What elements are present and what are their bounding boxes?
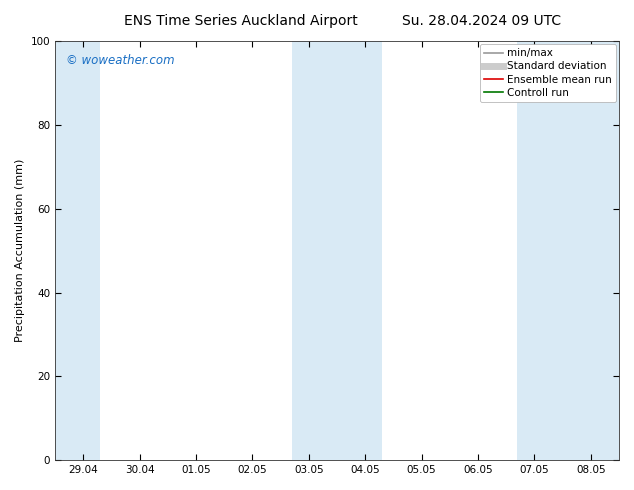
Legend: min/max, Standard deviation, Ensemble mean run, Controll run: min/max, Standard deviation, Ensemble me… — [480, 44, 616, 102]
Text: © woweather.com: © woweather.com — [67, 53, 175, 67]
Text: ENS Time Series Auckland Airport: ENS Time Series Auckland Airport — [124, 14, 358, 28]
Bar — [517, 41, 619, 460]
Text: Su. 28.04.2024 09 UTC: Su. 28.04.2024 09 UTC — [403, 14, 561, 28]
Bar — [55, 41, 100, 460]
Y-axis label: Precipitation Accumulation (mm): Precipitation Accumulation (mm) — [15, 159, 25, 343]
Bar — [292, 41, 382, 460]
